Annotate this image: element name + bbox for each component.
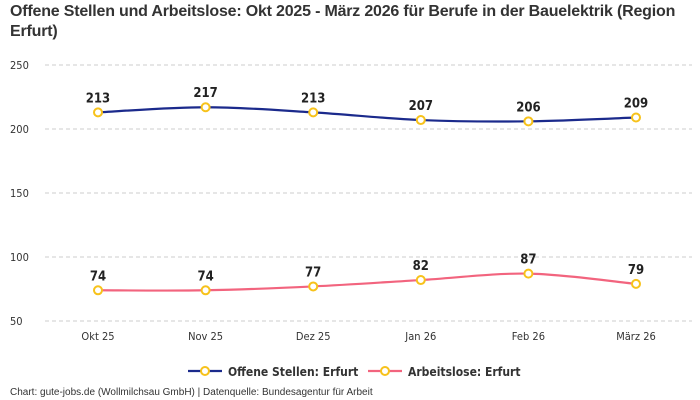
x-tick-label: Dez 25 [296,330,331,343]
data-label: 213 [86,91,110,106]
data-point [523,268,534,279]
x-tick-label: Okt 25 [81,330,114,343]
data-point [308,281,319,292]
data-point [93,107,103,118]
data-label: 207 [409,99,433,114]
data-label: 74 [90,269,106,284]
y-tick-label: 250 [10,59,29,72]
y-tick-label: 100 [10,251,29,264]
data-point [93,285,103,296]
data-label: 74 [197,269,213,284]
x-tick-label: Nov 25 [188,330,223,343]
data-label: 82 [413,259,429,274]
legend-marker [380,366,390,376]
data-point [200,285,211,296]
data-label: 213 [301,91,325,106]
x-tick-label: Feb 26 [512,330,545,343]
legend-label: Arbeitslose: Erfurt [408,365,521,379]
data-point [415,275,426,286]
legend-marker [200,366,210,376]
series-line [97,272,637,292]
data-label: 209 [624,96,648,111]
data-label: 87 [520,253,536,268]
legend-label: Offene Stellen: Erfurt [228,365,358,379]
data-label: 77 [305,265,321,280]
series-line [97,106,637,123]
data-label: 206 [516,100,540,115]
data-point [200,102,211,113]
x-tick-label: März 26 [616,330,656,343]
data-label: 217 [193,86,217,101]
chart-title: Offene Stellen und Arbeitslose: Okt 2025… [10,3,676,40]
data-point [631,112,641,123]
data-point [308,107,319,118]
y-tick-label: 150 [10,187,29,200]
data-point [631,278,641,289]
data-point [523,116,534,127]
y-tick-label: 50 [10,315,23,328]
data-label: 79 [628,263,644,278]
data-point [415,115,426,126]
x-tick-label: Jan 26 [404,330,436,343]
y-tick-label: 200 [10,123,29,136]
chart-source: Chart: gute-jobs.de (Wollmilchsau GmbH) … [10,387,373,398]
